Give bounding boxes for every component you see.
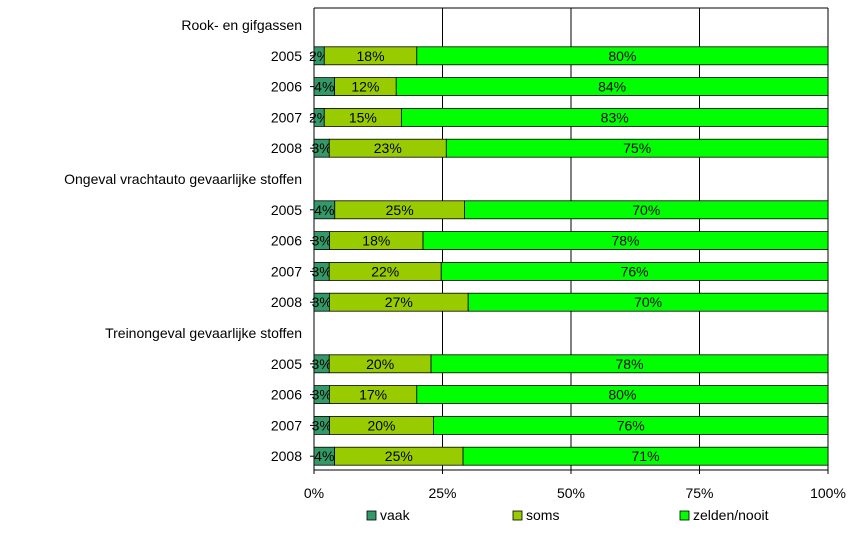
data-label: 78% bbox=[611, 233, 639, 249]
category-label: 2005 bbox=[271, 202, 302, 218]
legend-swatch bbox=[512, 510, 523, 521]
bar-segment-zelden-nooit bbox=[462, 446, 829, 466]
bar-segment-zelden-nooit bbox=[467, 292, 829, 312]
bar-segment-zelden-nooit bbox=[422, 231, 829, 251]
category-label: 2007 bbox=[271, 109, 302, 125]
bar-segment-zelden-nooit bbox=[395, 77, 829, 96]
data-label: 76% bbox=[617, 417, 645, 433]
category-label: 2008 bbox=[271, 294, 302, 310]
data-label: 3% bbox=[312, 233, 332, 249]
group-label: Rook- en gifgassen bbox=[181, 17, 302, 33]
legend-label: soms bbox=[526, 507, 559, 523]
data-label: 80% bbox=[608, 48, 636, 64]
data-label: 12% bbox=[351, 79, 379, 95]
data-label: 15% bbox=[349, 109, 377, 125]
data-label: 22% bbox=[371, 263, 399, 279]
category-label: 2005 bbox=[271, 356, 302, 372]
category-label: 2008 bbox=[271, 140, 302, 156]
legend-swatch bbox=[366, 510, 377, 521]
bar-segment-zelden-nooit bbox=[440, 261, 829, 281]
data-label: 76% bbox=[621, 263, 649, 279]
x-tick-label: 50% bbox=[557, 485, 585, 501]
x-tick-label: 75% bbox=[685, 485, 713, 501]
data-label: 18% bbox=[357, 48, 385, 64]
data-label: 70% bbox=[632, 202, 660, 218]
data-label: 17% bbox=[359, 387, 387, 403]
data-label: 78% bbox=[616, 356, 644, 372]
bar-segment-zelden-nooit bbox=[416, 385, 829, 405]
data-label: 4% bbox=[314, 448, 334, 464]
bar-segment-zelden-nooit bbox=[430, 354, 829, 374]
data-label: 3% bbox=[312, 417, 332, 433]
bar-segment-zelden-nooit bbox=[416, 46, 829, 66]
data-label: 70% bbox=[634, 294, 662, 310]
data-label: 23% bbox=[374, 140, 402, 156]
x-tick-label: 25% bbox=[428, 485, 456, 501]
bar-segment-zelden-nooit bbox=[400, 108, 829, 127]
category-label: 2008 bbox=[271, 448, 302, 464]
category-label: 2006 bbox=[271, 387, 302, 403]
data-label: 3% bbox=[312, 140, 332, 156]
bar-segment-zelden-nooit bbox=[464, 200, 829, 220]
data-label: 25% bbox=[385, 448, 413, 464]
category-label: 2006 bbox=[271, 79, 302, 95]
bar-segment-zelden-nooit bbox=[433, 415, 829, 435]
data-label: 3% bbox=[312, 294, 332, 310]
data-label: 71% bbox=[632, 448, 660, 464]
category-label: 2007 bbox=[271, 417, 302, 433]
data-label: 3% bbox=[312, 263, 332, 279]
data-label: 83% bbox=[601, 109, 629, 125]
data-label: 4% bbox=[314, 79, 334, 95]
data-label: 84% bbox=[598, 79, 626, 95]
data-label: 18% bbox=[362, 233, 390, 249]
data-label: 20% bbox=[367, 417, 395, 433]
bar-segment-zelden-nooit bbox=[445, 138, 829, 158]
data-label: 80% bbox=[608, 387, 636, 403]
legend-swatch bbox=[679, 510, 690, 521]
group-label: Ongeval vrachtauto gevaarlijke stoffen bbox=[64, 171, 302, 187]
x-tick-label: 0% bbox=[304, 485, 324, 501]
data-label: 25% bbox=[386, 202, 414, 218]
data-label: 3% bbox=[312, 387, 332, 403]
legend-label: vaak bbox=[380, 507, 411, 523]
data-label: 4% bbox=[314, 202, 334, 218]
data-label: 75% bbox=[623, 140, 651, 156]
x-tick-label: 100% bbox=[810, 485, 846, 501]
data-label: 20% bbox=[366, 356, 394, 372]
data-label: 3% bbox=[312, 356, 332, 372]
category-label: 2007 bbox=[271, 263, 302, 279]
legend-label: zelden/nooit bbox=[693, 507, 769, 523]
group-label: Treinongeval gevaarlijke stoffen bbox=[105, 325, 302, 341]
data-label: 27% bbox=[385, 294, 413, 310]
category-label: 2006 bbox=[271, 233, 302, 249]
category-label: 2005 bbox=[271, 48, 302, 64]
